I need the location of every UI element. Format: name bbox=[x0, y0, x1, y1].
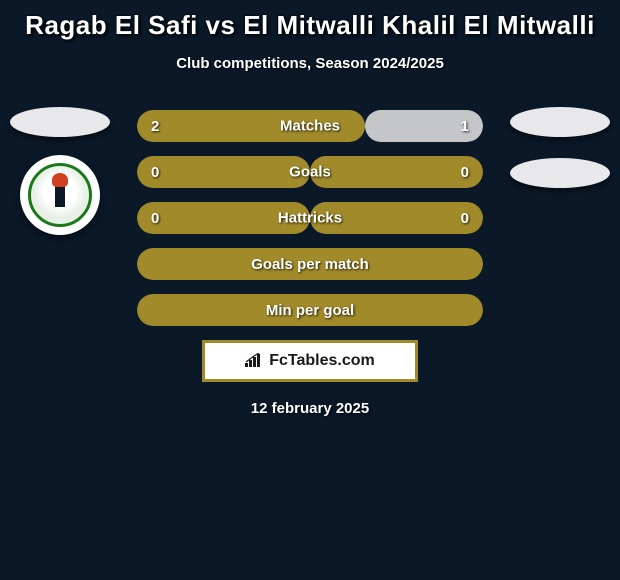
stat-rows: 2 1 Matches 0 0 Goals 0 0 Hattricks Goals per mat… bbox=[0, 110, 620, 326]
left-value: 2 bbox=[151, 118, 159, 135]
stats-area: 2 1 Matches 0 0 Goals 0 0 Hattricks Goals per mat… bbox=[0, 110, 620, 417]
brand-logo: FcTables.com bbox=[202, 340, 418, 382]
brand-text: FcTables.com bbox=[269, 352, 375, 370]
comparison-card: Ragab El Safi vs El Mitwalli Khalil El M… bbox=[0, 0, 620, 417]
date-text: 12 february 2025 bbox=[0, 400, 620, 417]
stat-label: Goals per match bbox=[137, 248, 483, 280]
player-left-avatar-placeholder bbox=[10, 107, 110, 137]
stat-row: 0 0 Hattricks bbox=[137, 202, 483, 234]
stat-label: Min per goal bbox=[137, 294, 483, 326]
torch-icon bbox=[55, 183, 65, 207]
left-value: 0 bbox=[151, 210, 159, 227]
player-right-avatar-placeholder-1 bbox=[510, 107, 610, 137]
page-title: Ragab El Safi vs El Mitwalli Khalil El M… bbox=[0, 10, 620, 41]
player-right-avatar-placeholder-2 bbox=[510, 158, 610, 188]
bar-left: 0 bbox=[137, 156, 310, 188]
stat-label: Matches bbox=[280, 118, 340, 135]
stat-row: Goals per match bbox=[137, 248, 483, 280]
club-badge bbox=[20, 155, 100, 235]
right-value: 0 bbox=[461, 164, 469, 181]
right-value: 1 bbox=[461, 118, 469, 135]
bar-right: 1 bbox=[365, 110, 483, 142]
stat-row: Min per goal bbox=[137, 294, 483, 326]
club-badge-inner bbox=[28, 163, 92, 227]
stat-label: Goals bbox=[289, 164, 331, 181]
subtitle: Club competitions, Season 2024/2025 bbox=[0, 55, 620, 72]
stat-row: 0 0 Goals bbox=[137, 156, 483, 188]
stat-row: 2 1 Matches bbox=[137, 110, 483, 142]
right-value: 0 bbox=[461, 210, 469, 227]
chart-icon bbox=[245, 353, 263, 370]
bar-right: 0 bbox=[310, 156, 483, 188]
left-value: 0 bbox=[151, 164, 159, 181]
stat-label: Hattricks bbox=[278, 210, 342, 227]
